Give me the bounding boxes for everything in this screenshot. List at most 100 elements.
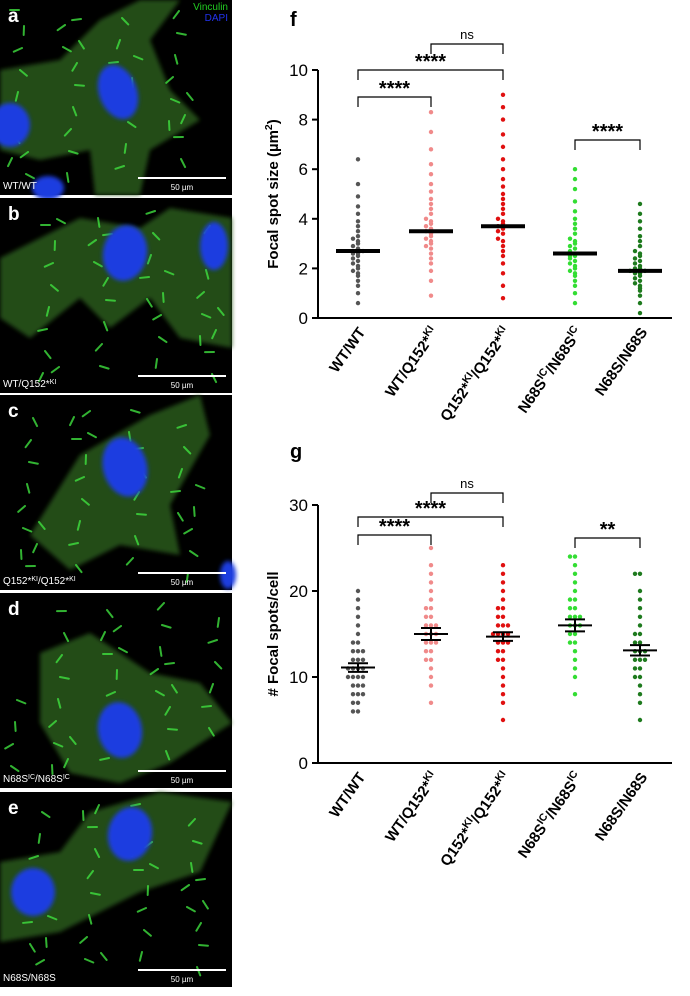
data-point [424, 615, 428, 619]
data-point [356, 649, 360, 653]
data-point [429, 623, 433, 627]
genotype-label-part: IC [28, 774, 35, 781]
data-point [638, 632, 642, 636]
data-point [638, 311, 642, 315]
data-point [573, 167, 577, 171]
y-tick-label: 2 [299, 259, 308, 278]
data-point [424, 658, 428, 662]
data-point [429, 172, 433, 176]
data-point [356, 239, 360, 243]
data-point [356, 701, 360, 705]
x-tick-label: N68SIC/N68SIC [513, 768, 586, 861]
genotype-label-part: IC [63, 774, 70, 781]
y-tick-label: 10 [289, 668, 308, 687]
data-point [638, 227, 642, 231]
data-point [424, 640, 428, 644]
data-point [501, 606, 505, 610]
data-point [638, 251, 642, 255]
data-point [638, 572, 642, 576]
data-point [638, 640, 642, 644]
significance-label: **** [379, 516, 410, 538]
data-point [638, 683, 642, 687]
data-point [356, 606, 360, 610]
panel-letter: c [8, 401, 19, 422]
focal-adhesion [39, 834, 40, 843]
data-point [501, 219, 505, 223]
focal-adhesion [23, 922, 32, 923]
data-point [573, 264, 577, 268]
data-point [573, 649, 577, 653]
focal-adhesion [109, 62, 118, 63]
data-point [573, 589, 577, 593]
data-point [638, 293, 642, 297]
panel-letter: a [8, 6, 19, 27]
data-point [429, 162, 433, 166]
data-point [638, 606, 642, 610]
data-point [356, 291, 360, 295]
data-point [501, 572, 505, 576]
focal-adhesion [199, 945, 208, 946]
data-point [501, 207, 505, 211]
data-point [424, 224, 428, 228]
genotype-label: WT/Q152*KI [3, 379, 56, 391]
data-point [638, 623, 642, 627]
data-point [496, 236, 500, 240]
data-point [573, 259, 577, 263]
significance-label: **** [415, 51, 446, 73]
data-point [429, 207, 433, 211]
data-point [424, 236, 428, 240]
data-point [633, 281, 637, 285]
data-point [573, 572, 577, 576]
data-point [501, 132, 505, 136]
data-point [361, 649, 365, 653]
data-point [356, 640, 360, 644]
focal-adhesion [218, 618, 219, 627]
data-point [501, 284, 505, 288]
data-point [638, 597, 642, 601]
focal-adhesion [72, 19, 81, 20]
legend-vinculin: Vinculin [193, 2, 228, 13]
data-point [638, 658, 642, 662]
data-point [573, 271, 577, 275]
data-point [638, 615, 642, 619]
x-tick-label: N68S/N68S [592, 325, 651, 400]
data-point [501, 271, 505, 275]
x-tick-label-part: Q152* [437, 380, 475, 425]
data-point [501, 649, 505, 653]
data-point [501, 167, 505, 171]
data-point [573, 199, 577, 203]
data-point [501, 615, 505, 619]
data-point [424, 244, 428, 248]
data-point [643, 658, 647, 662]
nucleus [200, 222, 228, 270]
data-point [351, 256, 355, 260]
data-point [573, 222, 577, 226]
data-point [429, 251, 433, 255]
data-point [573, 597, 577, 601]
data-point [501, 117, 505, 121]
data-point [361, 658, 365, 662]
data-point [429, 110, 433, 114]
data-point [568, 606, 572, 610]
y-tick-label: 4 [299, 210, 308, 229]
data-point [429, 212, 433, 216]
data-point [568, 640, 572, 644]
scale-bar-label: 50 µm [171, 183, 194, 192]
data-point [356, 264, 360, 268]
significance-label: ** [600, 519, 616, 541]
y-tick-label: 0 [299, 754, 308, 773]
genotype-label-part: KI [50, 379, 57, 386]
focal-adhesion [163, 293, 164, 302]
data-point [501, 212, 505, 216]
data-point [501, 597, 505, 601]
significance-label: ns [460, 476, 474, 491]
focal-adhesion [194, 507, 195, 516]
data-point [573, 675, 577, 679]
data-point [356, 675, 360, 679]
data-point [356, 229, 360, 233]
data-point [568, 554, 572, 558]
data-point [501, 157, 505, 161]
data-point [429, 701, 433, 705]
